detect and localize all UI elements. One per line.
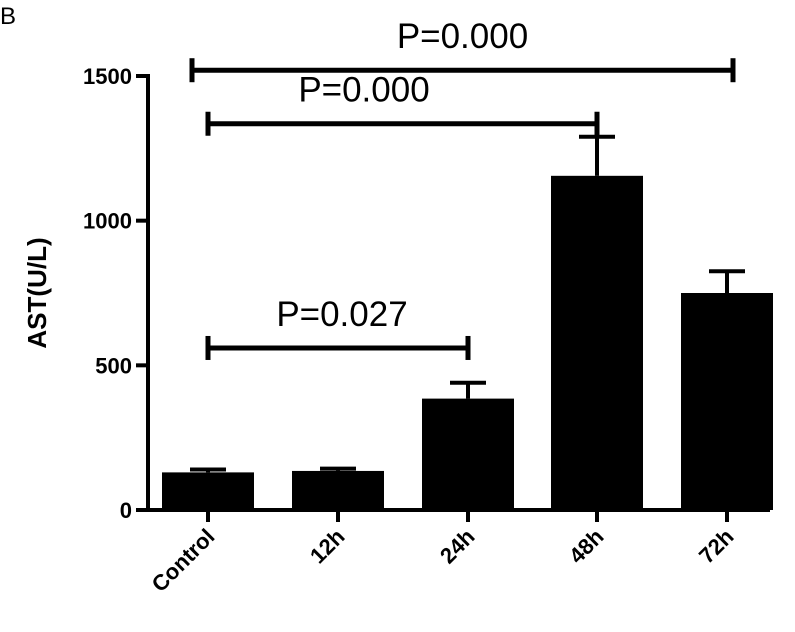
significance-label: P=0.000 — [397, 17, 528, 56]
bar — [162, 472, 254, 510]
significance-label: P=0.000 — [298, 71, 429, 110]
x-tick-label: 72h — [694, 524, 738, 568]
significance-annotations: P=0.027 P=0.000 P=0.000 — [189, 17, 736, 360]
panel-label: B — [0, 3, 16, 30]
x-tick-label: 12h — [305, 524, 349, 568]
y-tick-label: 1000 — [83, 209, 132, 234]
y-tick-label: 0 — [120, 498, 132, 523]
y-tick-label: 1500 — [83, 64, 132, 89]
bar — [681, 293, 773, 510]
y-tick-label: 500 — [95, 353, 132, 378]
bar — [551, 175, 643, 510]
y-axis-label: AST(U/L) — [22, 237, 52, 348]
bar — [292, 470, 384, 510]
x-tick-label: 24h — [435, 524, 479, 568]
bars — [162, 134, 773, 510]
bar — [422, 398, 514, 510]
x-tick-label: 48h — [564, 524, 608, 568]
x-tick-label: Control — [147, 524, 220, 597]
significance-label: P=0.027 — [276, 295, 407, 334]
